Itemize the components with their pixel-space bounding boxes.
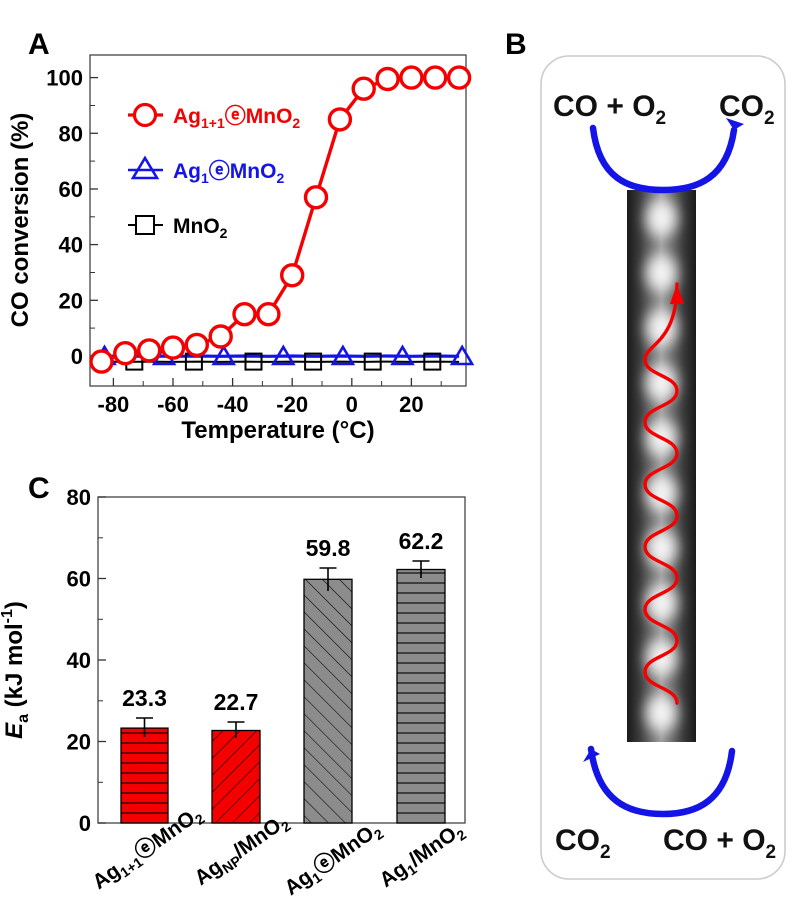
svg-text:60: 60 <box>59 177 83 202</box>
svg-text:Ag1/MnO2: Ag1/MnO2 <box>375 818 469 895</box>
svg-text:Ea (kJ mol-1): Ea (kJ mol-1) <box>0 601 32 739</box>
svg-text:0: 0 <box>71 344 83 369</box>
svg-text:60: 60 <box>67 567 91 592</box>
svg-text:22.7: 22.7 <box>214 689 259 715</box>
svg-text:40: 40 <box>59 233 83 258</box>
svg-text:MnO2: MnO2 <box>173 215 228 241</box>
svg-text:0: 0 <box>346 392 358 417</box>
svg-text:20: 20 <box>59 288 83 313</box>
svg-text:20: 20 <box>67 730 91 755</box>
svg-text:-60: -60 <box>157 392 189 417</box>
svg-text:59.8: 59.8 <box>306 535 351 561</box>
svg-text:80: 80 <box>67 485 91 510</box>
svg-text:Ag1+1ⓔMnO2: Ag1+1ⓔMnO2 <box>173 104 300 131</box>
svg-text:20: 20 <box>399 392 423 417</box>
svg-text:80: 80 <box>59 121 83 146</box>
svg-text:100: 100 <box>46 66 83 91</box>
svg-text:-80: -80 <box>98 392 130 417</box>
svg-text:40: 40 <box>67 648 91 673</box>
svg-text:62.2: 62.2 <box>399 528 444 554</box>
svg-text:-40: -40 <box>217 392 249 417</box>
svg-text:-20: -20 <box>276 392 308 417</box>
svg-text:23.3: 23.3 <box>122 685 167 711</box>
svg-text:CO conversion (%): CO conversion (%) <box>7 113 34 328</box>
svg-text:0: 0 <box>79 811 91 836</box>
svg-text:Temperature (°C): Temperature (°C) <box>181 417 374 444</box>
svg-text:Ag1ⓔMnO2: Ag1ⓔMnO2 <box>280 816 387 898</box>
svg-text:Ag1ⓔMnO2: Ag1ⓔMnO2 <box>173 159 284 186</box>
